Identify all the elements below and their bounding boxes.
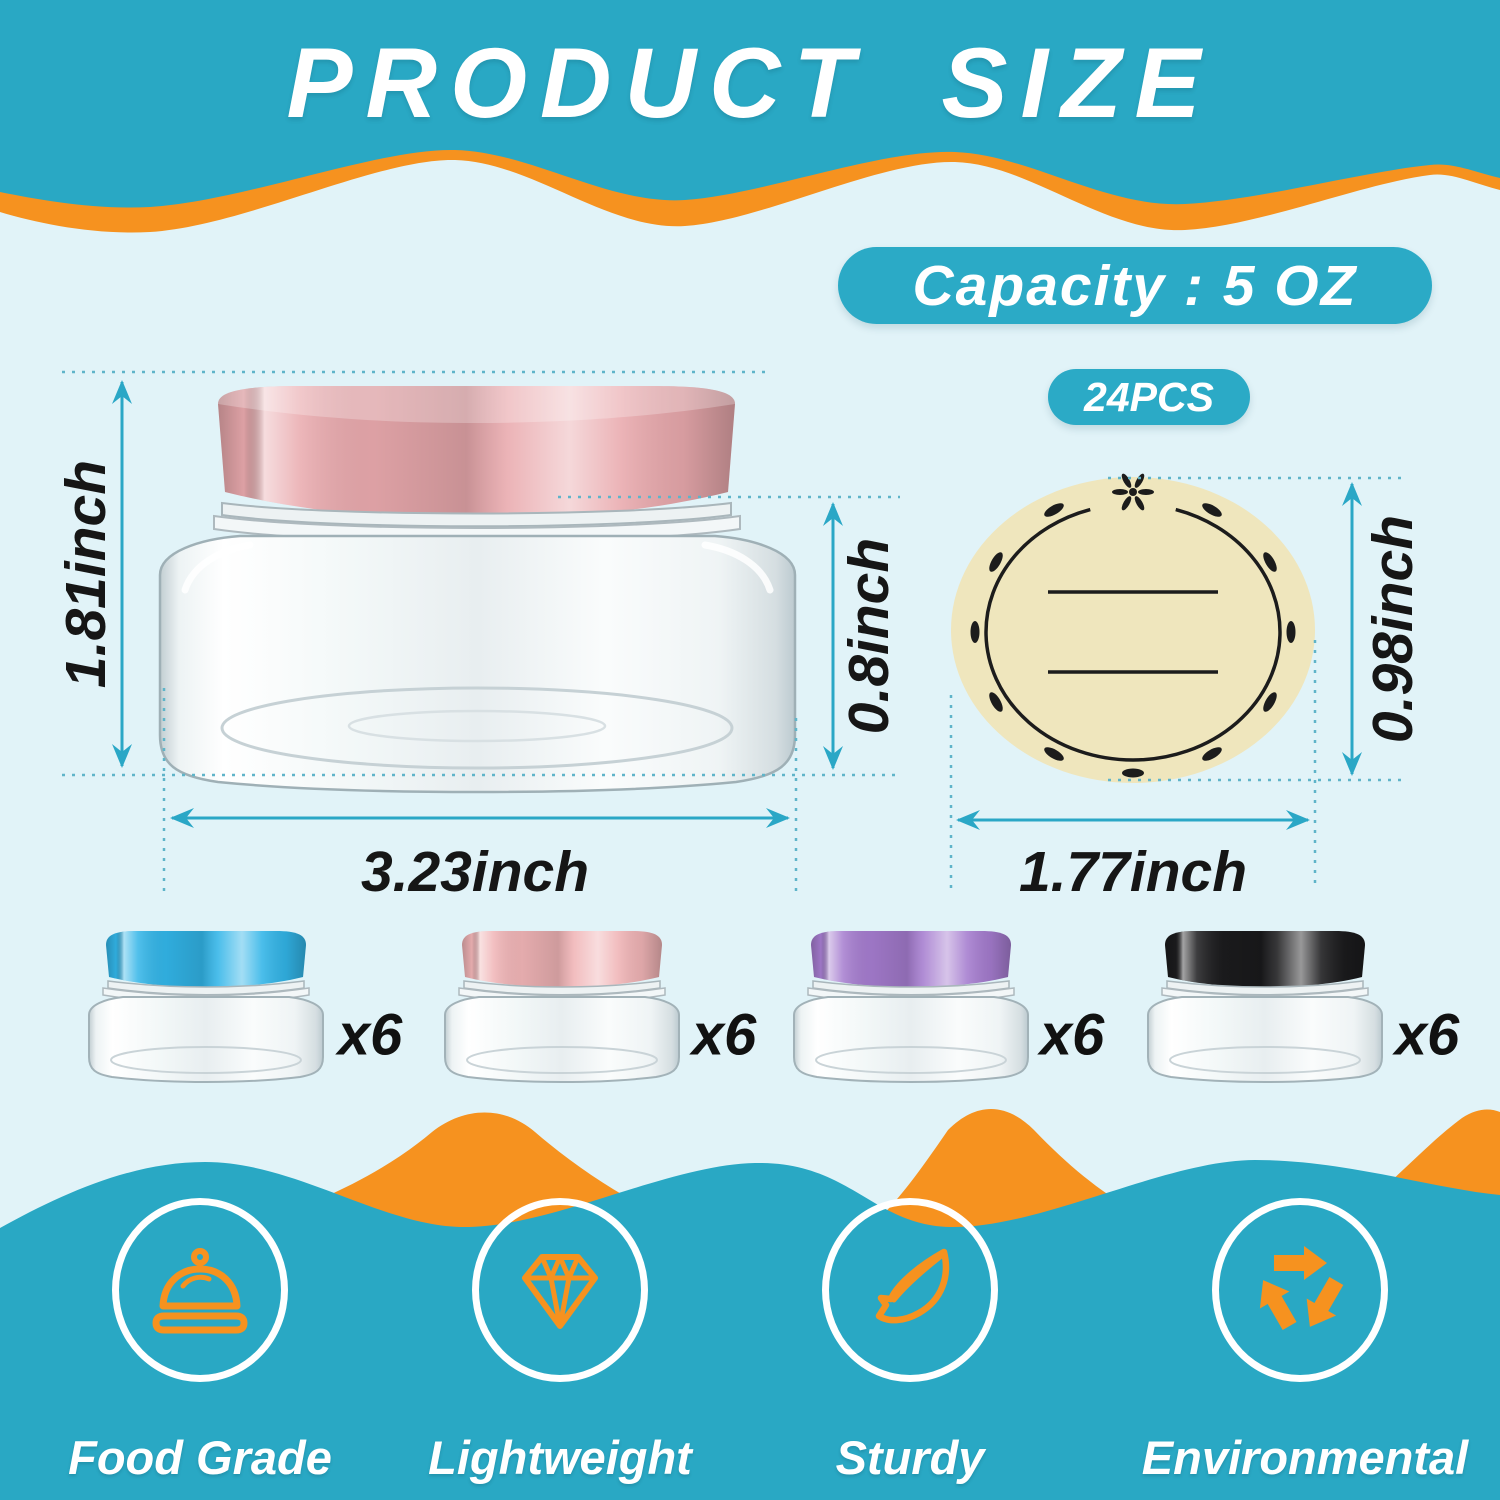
recycle-icon — [1259, 1246, 1344, 1331]
feature-label-environmental: Environmental — [1141, 1431, 1469, 1484]
main-jar-rim — [221, 501, 732, 528]
width-dimension-label: 3.23inch — [360, 840, 590, 904]
jar-count-purple: x6 — [1039, 1002, 1105, 1068]
label-sticker — [951, 473, 1315, 783]
small-jar-black — [1147, 931, 1383, 1084]
small-jar-bottom-ellipse — [815, 1046, 1007, 1074]
small-jar-lid-shine — [106, 931, 306, 987]
small-jar-blue — [88, 931, 324, 1084]
main-jar-bottom-ellipse — [220, 686, 734, 770]
top-wave-banner — [0, 0, 1500, 233]
feature-circle-food-grade — [112, 1198, 288, 1382]
diamond-icon — [522, 1254, 598, 1329]
bottom-wave-teal — [0, 1160, 1500, 1500]
small-jar-purple — [793, 931, 1029, 1084]
small-jar-body — [1147, 996, 1383, 1084]
small-jar-lid-shine — [462, 931, 662, 987]
feature-circle-environmental — [1212, 1198, 1388, 1382]
small-jar-bottom-ellipse — [1169, 1046, 1361, 1074]
main-jar-highlight-left — [181, 541, 254, 594]
main-jar-bottom-inner — [347, 709, 607, 743]
bottom-wave-banner — [0, 1109, 1500, 1500]
cloche-icon — [152, 1248, 248, 1334]
height-dimension-label: 1.81inch — [54, 459, 118, 689]
feather-icon — [875, 1248, 950, 1324]
count-badge: 24PCS — [1048, 369, 1250, 425]
sticker-height-dimension-label: 0.98inch — [1361, 514, 1425, 744]
main-jar-image — [158, 386, 797, 794]
small-jar-lid-shine — [1165, 931, 1365, 987]
jar-count-blue: x6 — [337, 1002, 403, 1068]
top-wave-teal — [0, 0, 1500, 208]
feature-label-lightweight: Lightweight — [428, 1431, 692, 1484]
feature-label-sturdy: Sturdy — [835, 1431, 985, 1484]
small-jar-pink — [444, 931, 680, 1084]
jar-count-pink: x6 — [691, 1002, 757, 1068]
sticker-oval — [951, 477, 1315, 783]
feature-label-food-grade: Food Grade — [68, 1431, 332, 1484]
small-jar-lid-shine — [811, 931, 1011, 987]
sticker-vine-border — [984, 502, 1282, 762]
feature-circle-sturdy — [822, 1198, 998, 1382]
main-jar-highlight-right — [701, 541, 774, 594]
small-jar-bottom-ellipse — [466, 1046, 658, 1074]
small-jar-body — [444, 996, 680, 1084]
jar-count-black: x6 — [1394, 1002, 1460, 1068]
capacity-badge: Capacity : 5 OZ — [838, 247, 1432, 324]
main-jar-body — [158, 534, 797, 794]
small-jar-body — [88, 996, 324, 1084]
feature-circle-lightweight — [472, 1198, 648, 1382]
main-jar-lid-top — [218, 386, 735, 423]
body-height-dimension-label: 0.8inch — [837, 537, 901, 735]
small-jar-body — [793, 996, 1029, 1084]
sticker-leaves — [970, 503, 1296, 778]
main-jar-lid-shine — [218, 386, 735, 519]
page-title: PRODUCT SIZE — [286, 27, 1214, 138]
small-jar-bottom-ellipse — [110, 1046, 302, 1074]
sticker-width-dimension-label: 1.77inch — [1018, 840, 1248, 904]
